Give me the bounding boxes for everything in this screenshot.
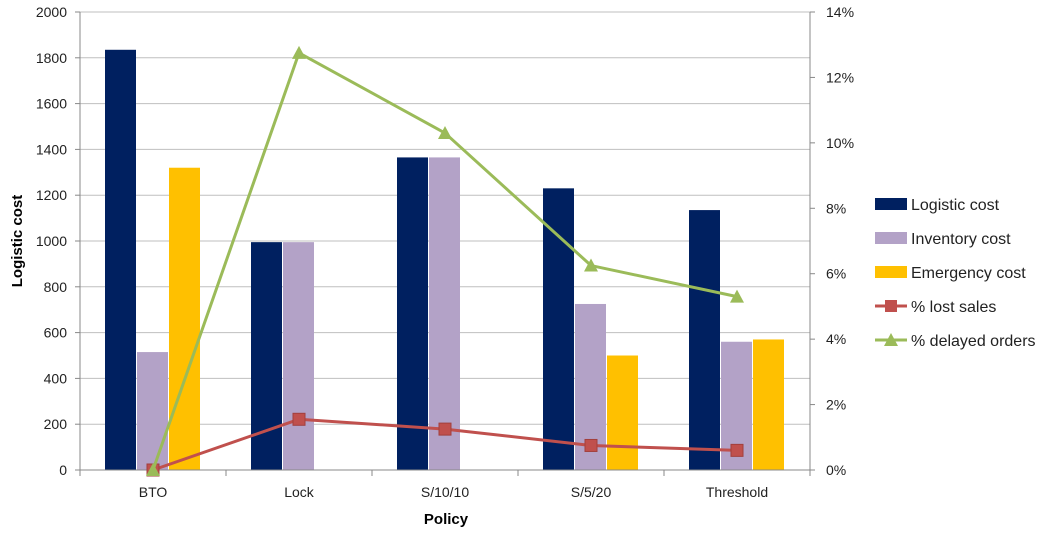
axes xyxy=(75,11,815,476)
left-tick-label: 1600 xyxy=(36,96,67,112)
left-tick-label: 2000 xyxy=(36,4,67,20)
legend-label: Logistic cost xyxy=(911,197,1000,214)
bar xyxy=(283,242,314,470)
right-tick-label: 10% xyxy=(826,135,854,151)
point xyxy=(584,258,598,272)
right-tick-label: 0% xyxy=(826,462,846,478)
legend-item: % delayed orders xyxy=(875,333,1036,350)
left-tick-label: 1400 xyxy=(36,141,67,157)
bar xyxy=(105,49,136,470)
right-tick-label: 2% xyxy=(826,397,846,413)
legend: Logistic cost Inventory cost Emergency cos… xyxy=(875,197,1036,350)
legend-swatch xyxy=(875,232,907,244)
point xyxy=(584,438,598,452)
x-tick-label: Lock xyxy=(284,484,315,500)
left-tick-label: 400 xyxy=(44,370,68,386)
legend-label: % delayed orders xyxy=(911,333,1036,350)
point xyxy=(438,422,452,436)
x-tick-label: BTO xyxy=(139,484,168,500)
legend-swatch xyxy=(875,198,907,210)
bar xyxy=(429,157,460,471)
left-tick-label: 1200 xyxy=(36,187,67,203)
point xyxy=(292,45,306,59)
right-tick-label: 12% xyxy=(826,69,854,85)
x-tick-label: S/5/20 xyxy=(571,484,612,500)
bar xyxy=(169,167,200,470)
line-marks xyxy=(146,45,744,477)
y-axis-title: Logistic cost xyxy=(9,195,26,288)
right-tick-label: 14% xyxy=(826,4,854,20)
left-tick-label: 200 xyxy=(44,416,68,432)
left-tick-label: 0 xyxy=(59,462,67,478)
bar xyxy=(397,157,428,471)
left-tick-label: 600 xyxy=(44,325,68,341)
legend-marker xyxy=(884,333,898,346)
legend-label: Emergency cost xyxy=(911,265,1026,282)
left-axis-tick-labels: 0 200 400 600 800 1000 1200 1400 1600 1800 2000 xyxy=(36,4,67,478)
x-axis-title: Policy xyxy=(424,511,469,528)
bar-marks xyxy=(105,49,784,471)
right-tick-label: 6% xyxy=(826,266,846,282)
right-tick-label: 8% xyxy=(826,200,846,216)
point xyxy=(146,463,160,476)
legend-swatch xyxy=(875,266,907,278)
point xyxy=(730,443,744,457)
point xyxy=(292,412,306,426)
right-tick-label: 4% xyxy=(826,331,846,347)
point xyxy=(730,289,744,303)
right-axis-tick-labels: 0% 2% 4% 6% 8% 10% 12% 14% xyxy=(826,4,854,478)
bar xyxy=(137,352,168,470)
x-axis-tick-labels: BTO Lock S/10/10 S/5/20 Threshold xyxy=(139,484,768,500)
x-tick-label: Threshold xyxy=(706,484,768,500)
left-tick-label: 800 xyxy=(44,279,68,295)
bar xyxy=(607,355,638,470)
left-tick-label: 1800 xyxy=(36,50,67,66)
bar xyxy=(689,210,720,470)
left-tick-label: 1000 xyxy=(36,233,67,249)
legend-item: Emergency cost xyxy=(875,265,1026,282)
legend-item: Logistic cost xyxy=(875,197,1000,214)
x-tick-label: S/10/10 xyxy=(421,484,469,500)
legend-label: % lost sales xyxy=(911,299,996,316)
bar xyxy=(543,188,574,470)
legend-label: Inventory cost xyxy=(911,231,1011,248)
legend-item: % lost sales xyxy=(875,299,996,316)
bar xyxy=(753,339,784,470)
point xyxy=(438,126,452,140)
legend-marker xyxy=(885,300,897,312)
legend-item: Inventory cost xyxy=(875,231,1011,248)
